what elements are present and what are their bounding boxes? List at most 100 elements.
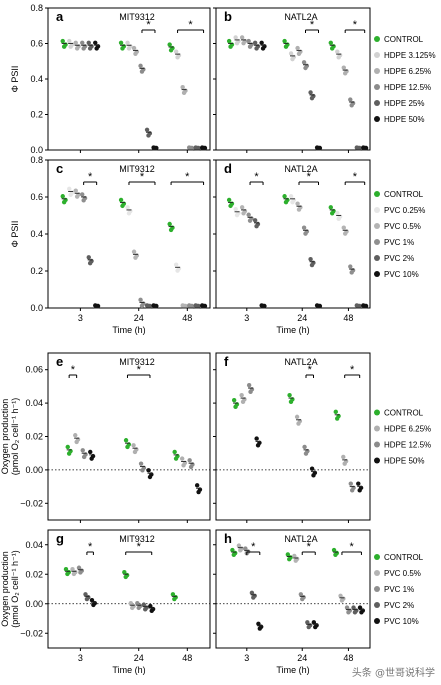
panel-g: −0.02 0.00 0.02 0.04 g MIT9312 3 24 48 Time (h) * * (20, 529, 211, 675)
data-point (132, 449, 138, 455)
data-point (188, 464, 194, 470)
data-point (60, 38, 65, 44)
legend-label: HDPE 25% (384, 99, 424, 108)
y-axis-label: (pmol O₂ cell⁻¹ h⁻¹) (10, 550, 20, 628)
data-point (146, 303, 151, 309)
significance-star: * (137, 541, 142, 553)
panel-letter: e (56, 354, 63, 369)
data-point (295, 201, 300, 206)
data-point (173, 262, 179, 267)
data-point (73, 40, 78, 45)
significance-star: * (71, 364, 76, 376)
data-point (123, 438, 129, 443)
data-point (88, 449, 93, 455)
panel-frame (47, 7, 211, 151)
legend-label: PVC 0.5% (384, 569, 421, 578)
data-point (146, 133, 151, 138)
significance-star: * (353, 171, 358, 183)
panel-letter: b (224, 9, 232, 24)
data-point (194, 145, 200, 151)
y-tick-label: 0.2 (30, 266, 43, 276)
panel-h: h NATL2A 3 24 48 Time (h) * * * (213, 529, 371, 675)
data-point (293, 558, 298, 563)
data-point (131, 443, 136, 448)
data-point (194, 303, 200, 309)
data-point (348, 481, 353, 486)
data-point (287, 557, 292, 562)
legend-marker (374, 207, 380, 213)
data-point (188, 145, 193, 151)
data-point (61, 199, 67, 205)
data-point (251, 595, 256, 600)
data-point (303, 451, 309, 456)
y-tick-label: 0.4 (30, 74, 43, 84)
y-tick-label: 0.0 (30, 303, 43, 313)
data-point (335, 49, 340, 54)
data-point (239, 35, 245, 40)
x-tick-label: 3 (78, 653, 83, 663)
data-point (329, 46, 335, 51)
data-point (94, 303, 99, 309)
x-tick-label: 48 (343, 653, 353, 663)
legend-marker (374, 100, 380, 106)
data-point (60, 194, 65, 199)
significance-star: * (353, 19, 358, 31)
legend-row-1: CONTROL HDPE 3.125% HDPE 6.25% HDPE 12.5% HD… (374, 35, 436, 124)
panel-letter: c (56, 161, 63, 176)
panel-frame (47, 352, 211, 521)
data-point (252, 218, 258, 223)
legend-label: PVC 2% (384, 254, 414, 263)
data-point (336, 216, 341, 222)
x-axis-label: Time (h) (112, 325, 145, 335)
data-point (68, 44, 73, 49)
legend-marker (374, 441, 380, 448)
data-point (234, 40, 240, 46)
legend-marker (374, 116, 380, 122)
data-point (329, 211, 335, 216)
panel-title: NATL2A (284, 534, 317, 544)
data-point (81, 198, 86, 203)
data-point (301, 225, 307, 230)
data-point (239, 205, 245, 210)
legend-label: PVC 1% (384, 238, 414, 247)
x-axis-label: Time (h) (276, 325, 309, 335)
data-point (355, 145, 361, 151)
data-point (311, 473, 316, 478)
legend-label: HDPE 12.5% (384, 83, 431, 92)
y-tick-label: 0.00 (25, 465, 43, 475)
data-point (241, 211, 246, 216)
legend-marker (374, 271, 380, 277)
legend-label: PVC 10% (384, 617, 419, 626)
data-point (181, 303, 187, 309)
data-point (309, 262, 315, 268)
legend-marker (374, 602, 380, 608)
data-point (118, 40, 124, 45)
data-point (128, 600, 134, 606)
data-point (254, 224, 259, 229)
data-point (66, 451, 72, 456)
data-point (283, 199, 289, 205)
data-point (63, 567, 69, 572)
data-point (181, 90, 187, 96)
y-axis-label: Φ PSII (10, 66, 20, 93)
data-point (152, 303, 158, 309)
legend-label: CONTROL (384, 553, 424, 562)
data-point (168, 48, 174, 53)
data-point (349, 103, 354, 108)
data-point (295, 45, 300, 51)
significance-star: * (350, 541, 355, 553)
legend-marker (374, 554, 380, 560)
significance-star: * (307, 171, 312, 183)
data-point (125, 205, 130, 210)
panel-frame (215, 529, 371, 649)
data-point (67, 38, 72, 44)
legend-row-3: CONTROL HDPE 6.25% HDPE 12.5% HDPE 50% (374, 409, 431, 466)
legend-marker (374, 425, 380, 432)
data-point (301, 60, 307, 65)
data-point (80, 40, 85, 45)
y-tick-label: 0.02 (25, 432, 43, 442)
data-point (131, 45, 137, 51)
data-point (296, 421, 301, 426)
data-point (335, 210, 340, 216)
panel-letter: h (224, 531, 232, 546)
